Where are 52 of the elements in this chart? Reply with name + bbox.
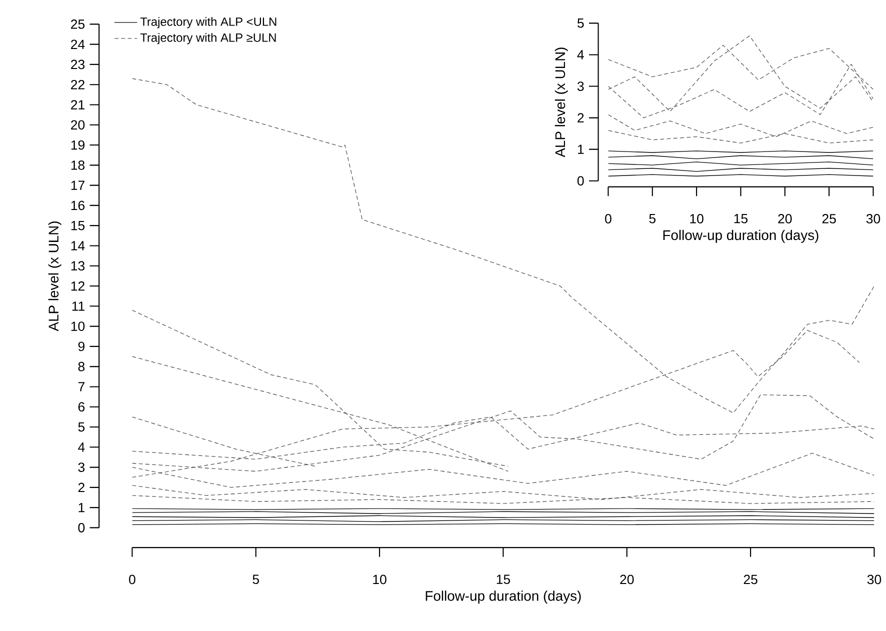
y-tick-label: 4 — [577, 50, 584, 60]
y-tick-label: 13 — [71, 261, 85, 271]
y-tick-label: 19 — [71, 140, 84, 150]
y-tick-label: 7 — [78, 382, 84, 392]
y-tick-label: 25 — [71, 19, 85, 29]
y-tick-label: 5 — [78, 422, 85, 432]
y-tick-label: 3 — [78, 462, 85, 472]
y-tick-label: 20 — [71, 120, 85, 130]
legend-label: Trajectory with ALP <ULN — [140, 17, 276, 28]
y-tick-label: 2 — [78, 482, 84, 492]
y-tick-label: 1 — [78, 502, 84, 512]
y-tick-label: 1 — [578, 144, 584, 154]
y-tick-label: 22 — [71, 80, 84, 90]
y-tick-label: 10 — [71, 322, 85, 331]
y-tick-label: 18 — [71, 160, 85, 170]
y-tick-label: 17 — [71, 180, 84, 190]
x-tick-label: 20 — [778, 214, 792, 224]
x-tick-label: 25 — [744, 574, 758, 584]
y-tick-label: 24 — [71, 40, 85, 49]
y-tick-label: 12 — [71, 281, 84, 291]
y-tick-label: 14 — [71, 241, 85, 250]
y-tick-label: 23 — [71, 60, 85, 70]
y-tick-label: 0 — [577, 176, 584, 186]
legend-label: Trajectory with ALP ≥ULN — [140, 33, 276, 44]
y-tick-label: 5 — [577, 18, 584, 28]
x-tick-label: 0 — [129, 574, 136, 584]
y-tick-label: 9 — [78, 342, 84, 352]
y-tick-label: 4 — [78, 442, 85, 452]
x-tick-label: 15 — [734, 214, 748, 224]
y-tick-label: 21 — [71, 100, 84, 110]
x-tick-label: 20 — [620, 574, 634, 584]
x-axis-title: Follow-up duration (days) — [663, 230, 818, 243]
x-axis-title: Follow-up duration (days) — [426, 590, 581, 604]
y-tick-label: 15 — [71, 220, 85, 230]
y-tick-label: 6 — [78, 402, 85, 412]
x-tick-label: 30 — [866, 214, 880, 224]
x-tick-label: 25 — [822, 214, 836, 224]
x-tick-label: 15 — [496, 574, 510, 584]
x-tick-label: 10 — [373, 574, 386, 584]
y-tick-label: 3 — [577, 82, 584, 91]
y-axis-title: ALP level (x ULN) — [48, 222, 62, 332]
x-tick-label: 10 — [690, 214, 704, 224]
y-tick-label: 11 — [72, 302, 84, 311]
x-tick-label: 30 — [867, 574, 882, 584]
x-tick-label: 0 — [605, 214, 612, 224]
y-tick-label: 16 — [71, 200, 85, 210]
y-tick-label: 8 — [78, 362, 85, 372]
y-axis-title: ALP level (x ULN) — [554, 48, 568, 158]
y-tick-label: 2 — [578, 113, 584, 122]
x-tick-label: 5 — [649, 214, 656, 224]
y-tick-label: 0 — [78, 522, 85, 532]
x-tick-label: 5 — [252, 574, 259, 584]
